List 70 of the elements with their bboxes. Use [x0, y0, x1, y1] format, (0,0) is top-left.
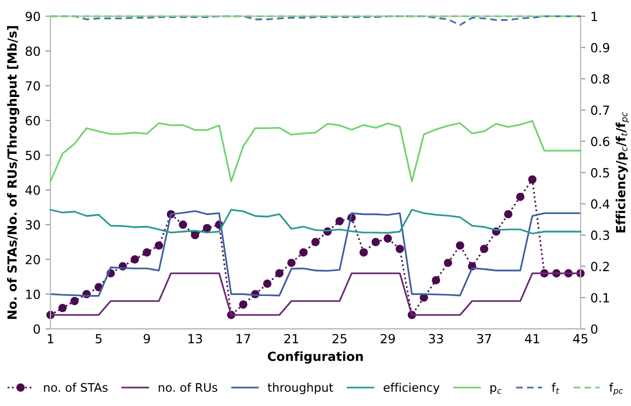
y-tick-label: 90 — [26, 12, 40, 22]
y2-tick-label: 0.7 — [591, 106, 610, 115]
y-tick-label: 30 — [26, 220, 40, 230]
y2-tick-label: 0.6 — [591, 136, 610, 146]
x-tick-label: 9 — [144, 334, 150, 344]
point — [444, 258, 452, 268]
point — [275, 269, 284, 278]
point — [432, 276, 440, 284]
y2-tick-label: 0.2 — [591, 262, 609, 272]
point — [130, 255, 139, 264]
point — [396, 244, 404, 254]
legend-label: f$_{pc}$ — [609, 382, 623, 396]
y2-axis-title: Efficiency/p$_{c}$/f$_{t}$/f$_{pc}$ — [616, 112, 630, 232]
point — [456, 241, 464, 250]
x-axis-title: Configuration — [268, 351, 363, 364]
x-tick-label: 41 — [524, 334, 540, 344]
point — [384, 234, 392, 243]
point — [335, 217, 344, 226]
point — [287, 258, 296, 268]
y2-tick-label: 0.4 — [591, 199, 610, 209]
point — [480, 244, 488, 254]
y2-tick-label: 0.3 — [591, 230, 610, 240]
y-tick-label: 70 — [26, 81, 40, 91]
y-tick-label: 80 — [26, 46, 40, 56]
point — [263, 280, 272, 288]
point — [299, 248, 308, 257]
y2-tick-label: 0.1 — [591, 293, 609, 303]
point — [142, 248, 152, 257]
legend-label: no. of RUs — [158, 382, 218, 392]
y-tick-label: 10 — [26, 290, 40, 300]
legend-label: p$_{c}$ — [490, 385, 502, 394]
y2-tick-label: 0.9 — [591, 42, 610, 52]
point — [202, 224, 212, 232]
x-tick-label: 5 — [96, 334, 102, 344]
legend-label: f$_{t}$ — [552, 382, 560, 394]
y2-tick-label: 0 — [591, 324, 598, 334]
y-tick-label: 40 — [25, 185, 40, 195]
y-axis-title: No. of STAs/No. of RUs/Throughput [Mb/s] — [7, 26, 20, 319]
x-tick-label: 37 — [477, 334, 492, 344]
x-tick-label: 29 — [380, 334, 395, 344]
y2-tick-label: 0.8 — [591, 74, 610, 84]
x-tick-label: 17 — [236, 334, 250, 344]
point — [58, 304, 67, 312]
y2-tick-label: 1 — [592, 12, 598, 21]
point — [360, 248, 368, 257]
point — [70, 296, 79, 306]
x-tick-label: 13 — [188, 334, 202, 344]
x-tick-label: 33 — [428, 334, 443, 344]
y2-tick-label: 0.5 — [591, 168, 610, 178]
y-tick-label: 50 — [26, 150, 40, 160]
point — [154, 241, 164, 250]
x-tick-label: 45 — [573, 334, 588, 344]
x-tick-label: 1 — [48, 334, 54, 344]
point — [239, 300, 248, 309]
legend-label: efficiency — [384, 382, 440, 394]
x-tick-label: 25 — [332, 334, 346, 344]
line-series — [50, 120, 582, 182]
point — [190, 230, 200, 240]
point — [504, 210, 512, 218]
y-tick-label: 0 — [34, 324, 40, 334]
point — [372, 238, 380, 246]
x-tick-label: 21 — [284, 334, 298, 344]
y-tick-label: 60 — [26, 116, 40, 126]
point — [528, 175, 536, 184]
point — [311, 238, 320, 246]
point — [516, 192, 524, 202]
legend-label: no. of STAs — [44, 382, 108, 392]
y-tick-label: 20 — [26, 254, 40, 264]
point — [178, 220, 188, 229]
legend-label: throughput — [268, 382, 334, 394]
